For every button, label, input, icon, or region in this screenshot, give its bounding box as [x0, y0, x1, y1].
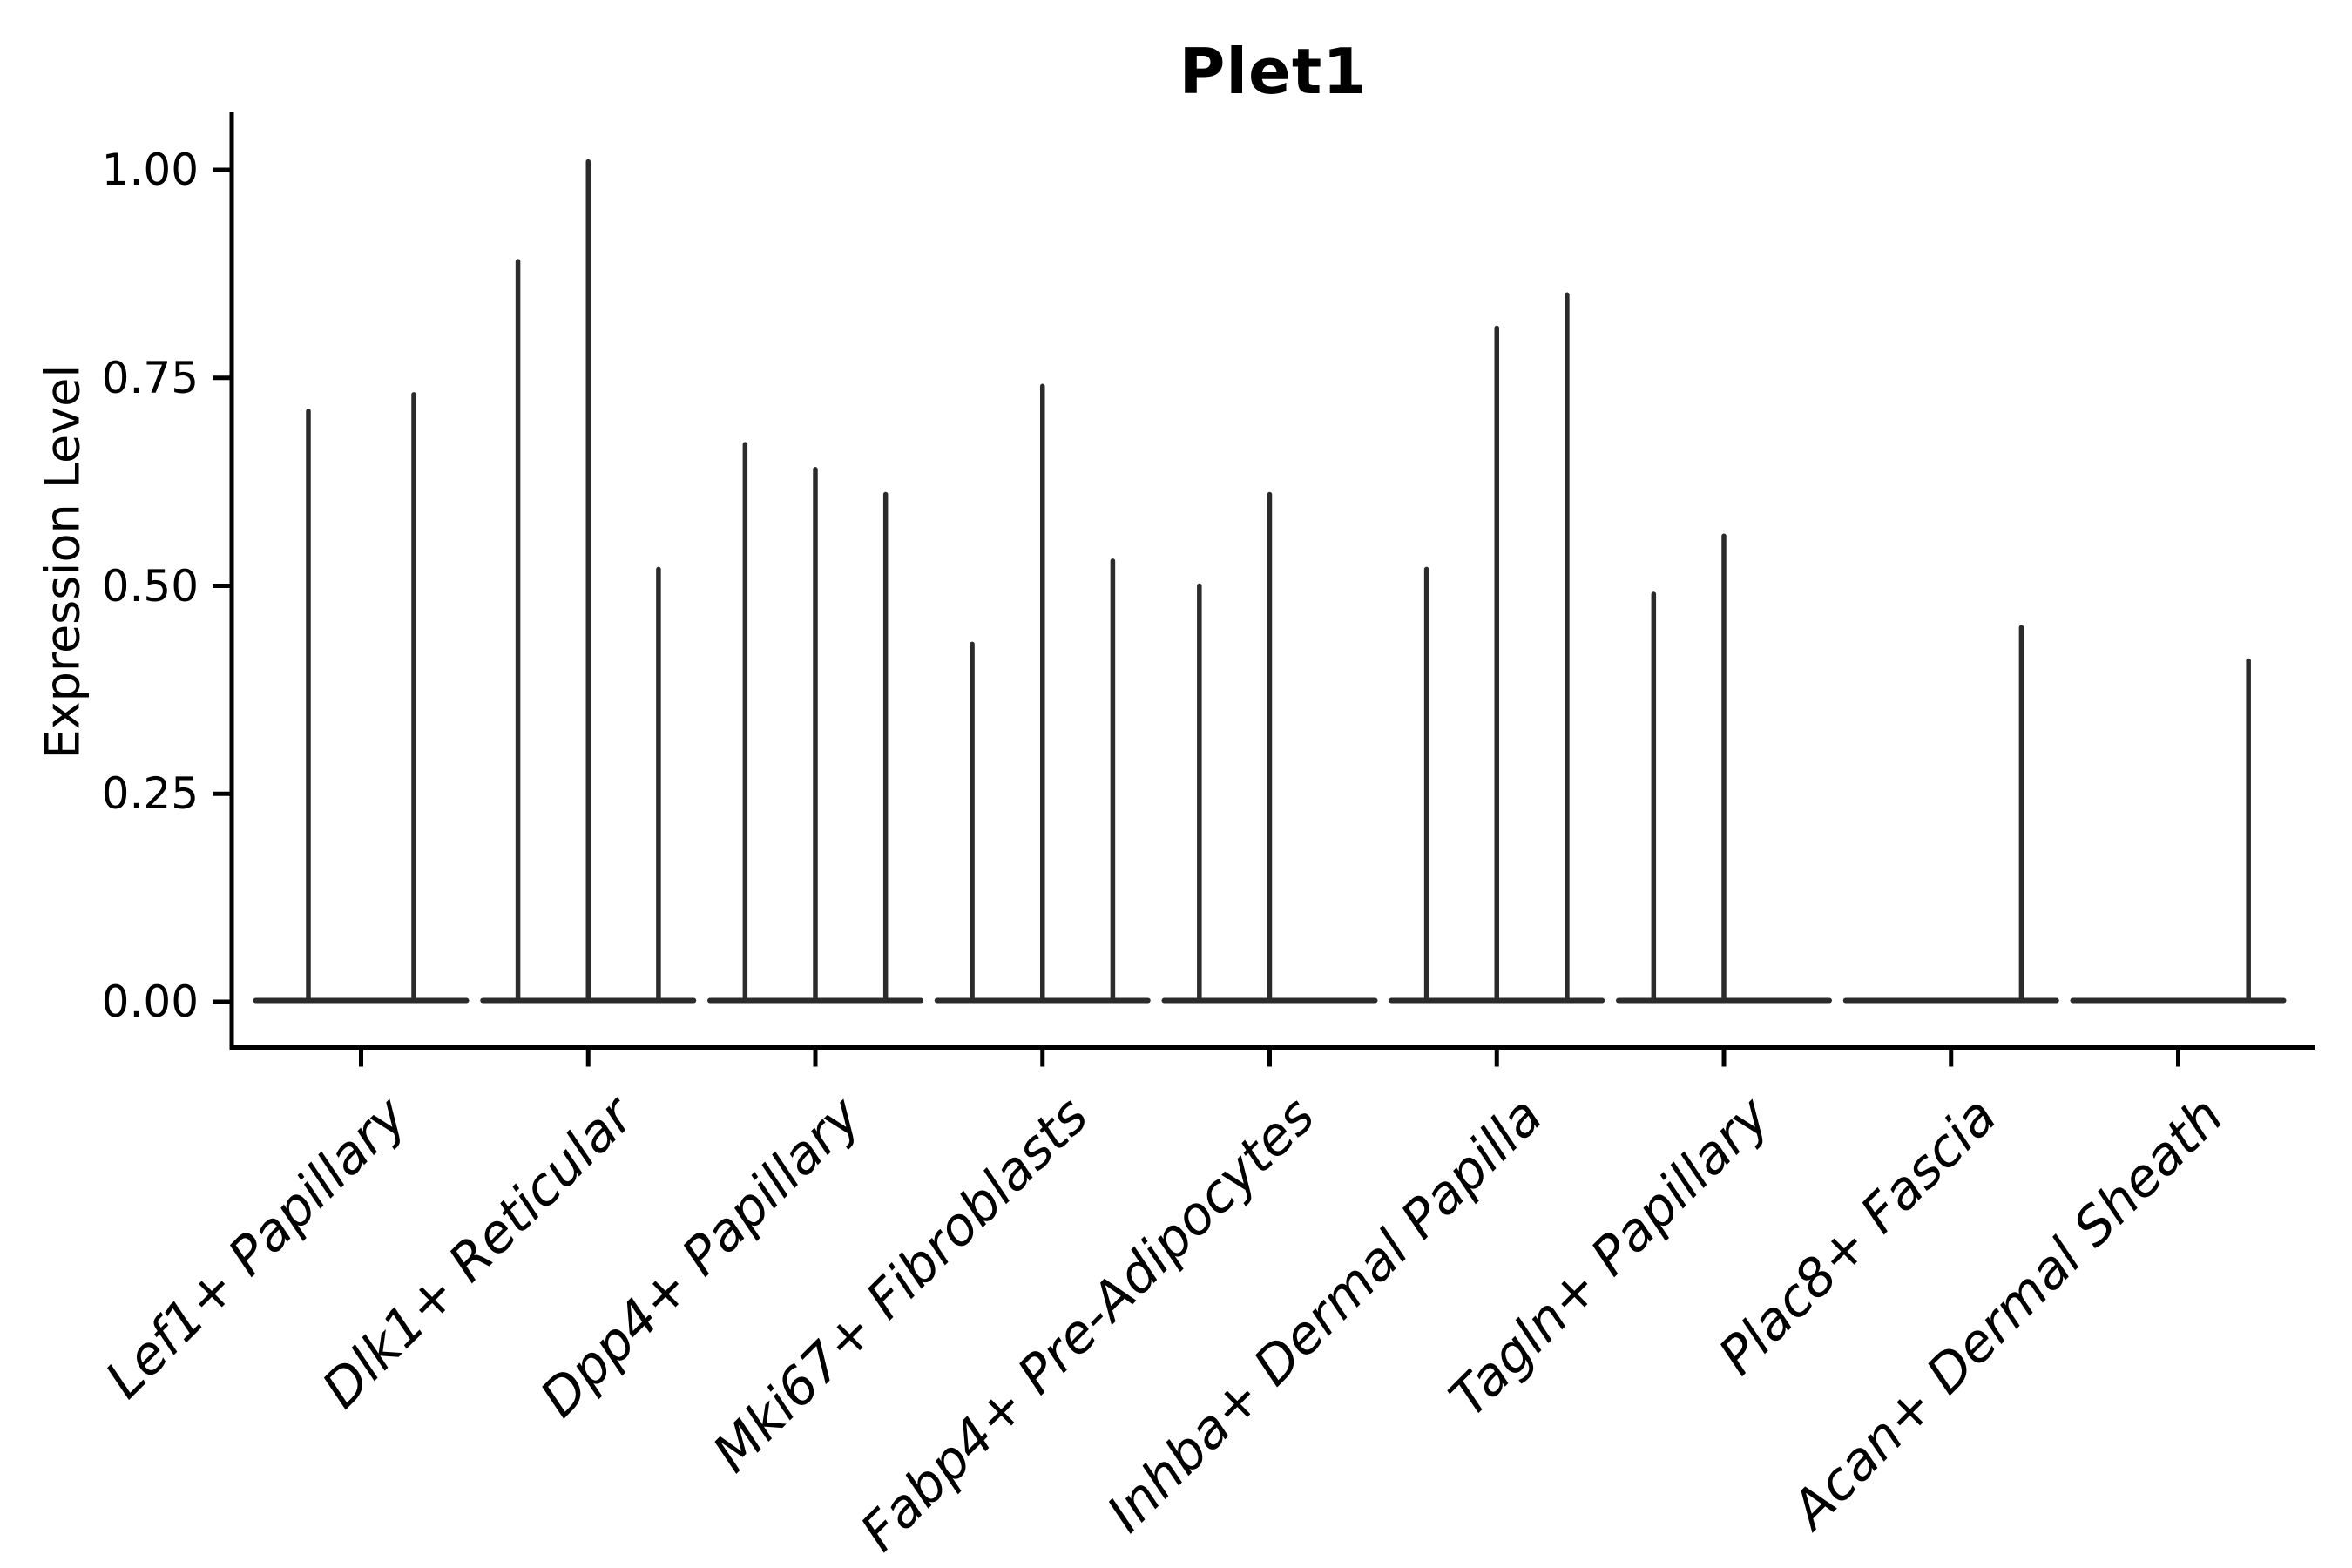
- y-tick-label: 1.00: [101, 145, 199, 195]
- plot-title: Plet1: [1179, 35, 1368, 108]
- y-tick-label: 0.50: [101, 560, 199, 612]
- y-tick-label: 0.75: [101, 352, 199, 403]
- y-tick-label: 0.00: [101, 977, 199, 1027]
- y-tick-label: 0.25: [101, 768, 199, 820]
